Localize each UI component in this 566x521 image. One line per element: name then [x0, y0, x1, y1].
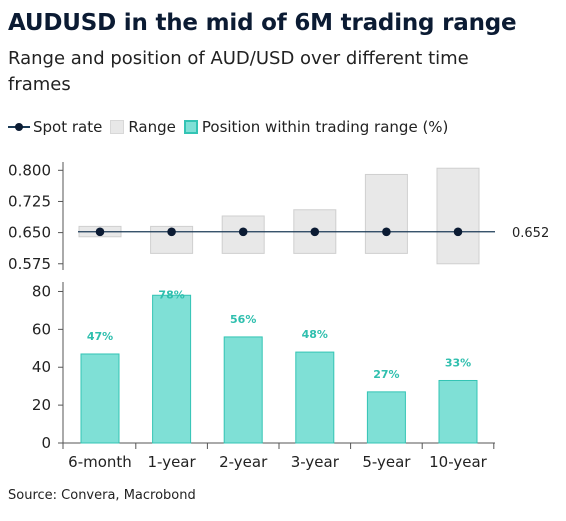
x-category-label: 6-month [68, 453, 132, 471]
legend-position-label: Position within trading range (%) [201, 118, 449, 136]
top-y-tick-label: 0.725 [8, 192, 51, 210]
range-box [364, 173, 408, 254]
spot-rate-point [238, 227, 248, 237]
source-note: Source: Convera, Macrobond [8, 488, 196, 503]
legend-spot-label: Spot rate [33, 118, 103, 136]
legend-range-swatch [110, 120, 125, 134]
position-bar [152, 294, 192, 444]
x-category-label: 2-year [219, 453, 268, 471]
spot-rate-point [95, 227, 105, 237]
legend-spot-swatch [8, 120, 30, 134]
x-category-label: 5-year [362, 453, 411, 471]
legend-position-swatch [183, 120, 198, 134]
bar-data-label: 33% [445, 356, 471, 369]
bottom-y-tick-label: 0 [41, 434, 51, 452]
bar-data-label: 47% [87, 330, 113, 343]
position-bar [438, 379, 478, 444]
bar-data-label: 27% [373, 368, 399, 381]
legend-item-range: Range [110, 118, 176, 136]
legend-item-position: Position within trading range (%) [183, 118, 449, 136]
position-bar [223, 336, 263, 444]
x-category-label: 1-year [148, 453, 197, 471]
bar-data-label: 48% [302, 328, 328, 341]
x-category-label: 3-year [291, 453, 340, 471]
top-y-tick-label: 0.650 [8, 224, 51, 242]
spot-rate-label: 0.652 [512, 226, 549, 241]
spot-rate-point [167, 227, 176, 237]
top-y-tick-label: 0.800 [8, 161, 51, 179]
bottom-y-tick-label: 20 [32, 396, 51, 414]
bottom-y-tick-label: 80 [32, 282, 51, 300]
spot-rate-point [310, 227, 320, 237]
top-y-tick-label: 0.575 [8, 255, 51, 273]
range-box [436, 167, 480, 265]
position-bar [80, 353, 120, 444]
legend-range-label: Range [128, 118, 176, 136]
range-box [150, 225, 194, 254]
bar-data-label: 56% [230, 313, 256, 326]
spot-rate-point [453, 227, 463, 237]
spot-rate-point [382, 227, 391, 237]
x-category-label: 10-year [429, 453, 488, 471]
bar-data-label: 78% [158, 288, 184, 301]
legend: Spot rate Range Position within trading … [8, 116, 456, 138]
chart-subtitle: Range and position of AUD/USD over diffe… [8, 48, 469, 95]
position-bar [295, 351, 335, 444]
position-bar [366, 391, 406, 444]
bottom-y-tick-label: 40 [32, 358, 51, 376]
legend-item-spot: Spot rate [8, 118, 102, 136]
bottom-y-tick-label: 60 [32, 320, 51, 338]
chart-title: AUDUSD in the mid of 6M trading range [8, 10, 517, 36]
